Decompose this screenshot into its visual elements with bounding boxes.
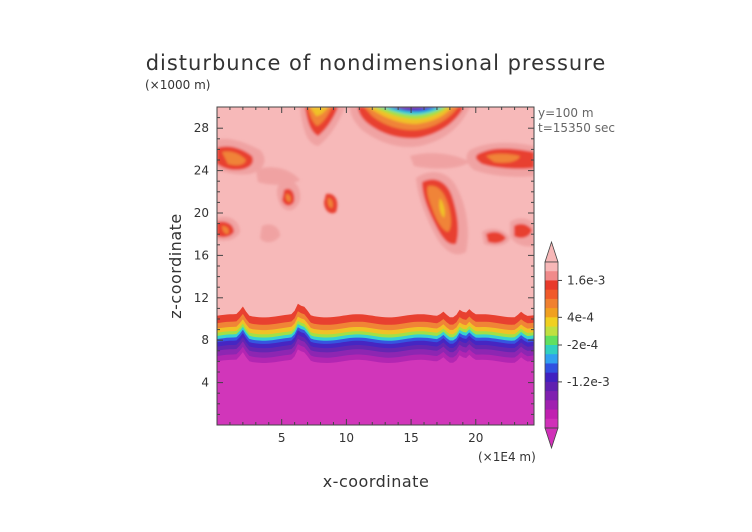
colorbar-level bbox=[545, 262, 558, 272]
lower-contour-bands bbox=[217, 303, 534, 425]
y-position-label: y=100 m bbox=[538, 106, 594, 120]
y-tick-label: 20 bbox=[194, 206, 209, 220]
colorbar-label: 4e-4 bbox=[567, 310, 594, 324]
colorbar-max-arrow bbox=[544, 240, 559, 263]
chart-title: disturbunce of nondimensional pressure bbox=[146, 51, 607, 75]
colorbar-level bbox=[545, 317, 558, 327]
colorbar-label: -2e-4 bbox=[567, 338, 598, 352]
x-unit-label: (×1E4 m) bbox=[478, 450, 536, 464]
colorbar-level bbox=[545, 354, 558, 364]
y-tick-label: 4 bbox=[201, 376, 209, 390]
colorbar-level bbox=[545, 372, 558, 383]
contour-band bbox=[217, 365, 534, 425]
y-tick-label: 24 bbox=[194, 164, 209, 178]
colorbar-level bbox=[545, 308, 558, 318]
colorbar-label: -1.2e-3 bbox=[567, 375, 610, 389]
time-label: t=15350 sec bbox=[538, 121, 615, 135]
colorbar-level bbox=[545, 363, 558, 374]
y-tick-label: 8 bbox=[201, 333, 209, 347]
y-axis-label: z-coordinate bbox=[166, 213, 185, 319]
colorbar: 1.6e-3 4e-4 -2e-4 -1.2e-3 bbox=[544, 240, 610, 450]
colorbar-level bbox=[545, 381, 558, 392]
colorbar-level bbox=[545, 418, 558, 429]
x-axis-ticks: 5 10 15 20 bbox=[229, 107, 529, 445]
colorbar-level bbox=[545, 335, 558, 346]
colorbar-level bbox=[545, 326, 558, 337]
y-tick-label: 28 bbox=[194, 121, 209, 135]
colorbar-level bbox=[545, 289, 558, 300]
colorbar-level bbox=[545, 409, 558, 420]
y-axis-ticks: 4 8 12 16 20 24 28 bbox=[194, 117, 534, 415]
y-tick-label: 16 bbox=[194, 248, 209, 262]
colorbar-level bbox=[545, 298, 558, 309]
upper-contour-patches bbox=[217, 107, 534, 255]
colorbar-min-arrow bbox=[544, 427, 559, 450]
x-tick-label: 10 bbox=[339, 431, 354, 445]
y-unit-label: (×1000 m) bbox=[145, 78, 210, 92]
colorbar-level bbox=[545, 280, 558, 291]
x-axis-label: x-coordinate bbox=[323, 472, 430, 491]
colorbar-label: 1.6e-3 bbox=[567, 273, 605, 287]
x-tick-label: 20 bbox=[468, 431, 483, 445]
contour-field bbox=[217, 107, 534, 425]
hatch-texture bbox=[217, 107, 534, 425]
colorbar-level bbox=[545, 400, 558, 410]
x-tick-label: 5 bbox=[278, 431, 286, 445]
colorbar-level bbox=[545, 391, 558, 401]
y-tick-label: 12 bbox=[194, 291, 209, 305]
colorbar-level bbox=[545, 271, 558, 281]
colorbar-level bbox=[545, 345, 558, 355]
x-tick-label: 15 bbox=[403, 431, 418, 445]
